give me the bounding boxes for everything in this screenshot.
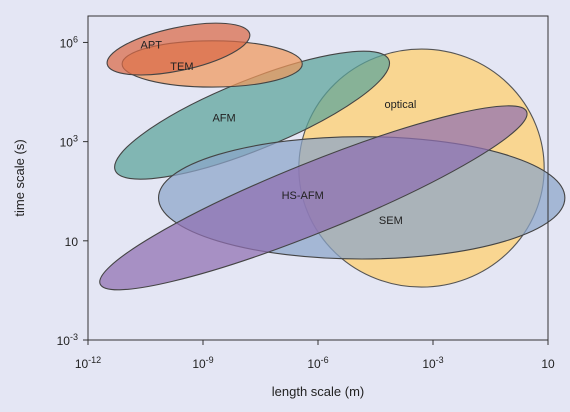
region-label-hs-afm: HS-AFM bbox=[282, 190, 324, 202]
x-tick-label: 10-12 bbox=[75, 355, 101, 371]
region-label-optical: optical bbox=[385, 99, 417, 111]
region-label-tem: TEM bbox=[170, 61, 193, 73]
y-axis: 106 103 10 10-3 bbox=[57, 34, 88, 348]
x-tick-label: 10 bbox=[541, 357, 555, 371]
y-axis-title: time scale (s) bbox=[12, 139, 27, 216]
x-tick-label: 10-3 bbox=[422, 355, 443, 371]
x-axis: 10-12 10-9 10-6 10-3 10 bbox=[75, 340, 555, 371]
y-tick-label: 10-3 bbox=[57, 332, 78, 348]
region-label-sem: SEM bbox=[379, 215, 403, 227]
x-axis-title: length scale (m) bbox=[272, 384, 364, 399]
region-label-apt: APT bbox=[141, 40, 163, 52]
x-tick-label: 10-6 bbox=[307, 355, 328, 371]
region-hs-afm bbox=[99, 105, 528, 291]
y-tick-label: 10 bbox=[65, 235, 79, 249]
y-tick-label: 106 bbox=[60, 34, 78, 50]
region-label-afm: AFM bbox=[212, 112, 235, 124]
region-apt bbox=[106, 22, 251, 76]
region-labels-layer: optical AFM SEM HS-AFM TEM APT bbox=[141, 40, 417, 227]
y-tick-label: 103 bbox=[60, 134, 78, 150]
x-tick-label: 10-9 bbox=[192, 355, 213, 371]
regions-layer bbox=[99, 22, 566, 291]
